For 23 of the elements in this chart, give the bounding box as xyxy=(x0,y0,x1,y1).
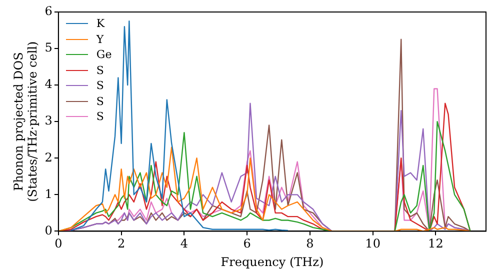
x-tick-label: 10 xyxy=(365,236,380,251)
x-tick-label: 8 xyxy=(306,236,314,251)
x-tick-label: 0 xyxy=(54,236,62,251)
legend-label: S xyxy=(96,78,104,94)
x-axis-title: Frequency (THz) xyxy=(220,254,324,269)
y-axis-title: Phonon projected DOS (States/THz·primitive cell) xyxy=(11,41,40,202)
legend-label: S xyxy=(96,94,104,109)
x-tick-label: 4 xyxy=(180,236,188,251)
y-tick-label: 4 xyxy=(44,77,53,92)
x-tick-label: 2 xyxy=(117,236,126,251)
legend-label: K xyxy=(96,16,105,32)
x-tick-label: 6 xyxy=(243,236,251,251)
legend-label: Ge xyxy=(96,47,112,62)
y-tick-label: 3 xyxy=(44,114,52,128)
y-tick-label: 1 xyxy=(44,186,52,201)
y-tick-label: 5 xyxy=(44,40,52,55)
x-tick-label: 12 xyxy=(428,236,444,251)
legend-label: S xyxy=(96,109,104,124)
y-tick-label: 6 xyxy=(44,4,52,18)
legend-label: Y xyxy=(96,32,104,47)
y-tick-label: 2 xyxy=(44,150,52,164)
y-tick-label: 0 xyxy=(44,223,52,238)
legend-label: S xyxy=(96,62,104,78)
